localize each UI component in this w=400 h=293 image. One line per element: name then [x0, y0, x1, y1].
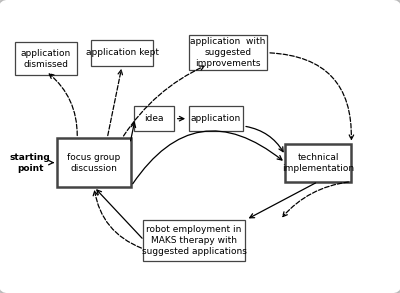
FancyBboxPatch shape	[134, 106, 174, 131]
FancyBboxPatch shape	[143, 220, 245, 261]
Text: application  with
suggested
improvements: application with suggested improvements	[190, 37, 266, 68]
FancyBboxPatch shape	[285, 144, 351, 182]
Text: application
dismissed: application dismissed	[21, 49, 71, 69]
Text: starting
point: starting point	[10, 153, 50, 173]
Text: idea: idea	[144, 114, 164, 123]
Text: focus group
discussion: focus group discussion	[67, 153, 121, 173]
Text: application: application	[191, 114, 241, 123]
FancyBboxPatch shape	[189, 106, 243, 131]
FancyBboxPatch shape	[91, 40, 153, 66]
FancyBboxPatch shape	[15, 42, 77, 75]
Text: technical
implementation: technical implementation	[282, 153, 354, 173]
FancyBboxPatch shape	[189, 35, 267, 70]
FancyBboxPatch shape	[57, 139, 131, 187]
Text: application kept: application kept	[86, 48, 158, 57]
Text: robot employment in
MAKS therapy with
suggested applications: robot employment in MAKS therapy with su…	[142, 225, 246, 256]
